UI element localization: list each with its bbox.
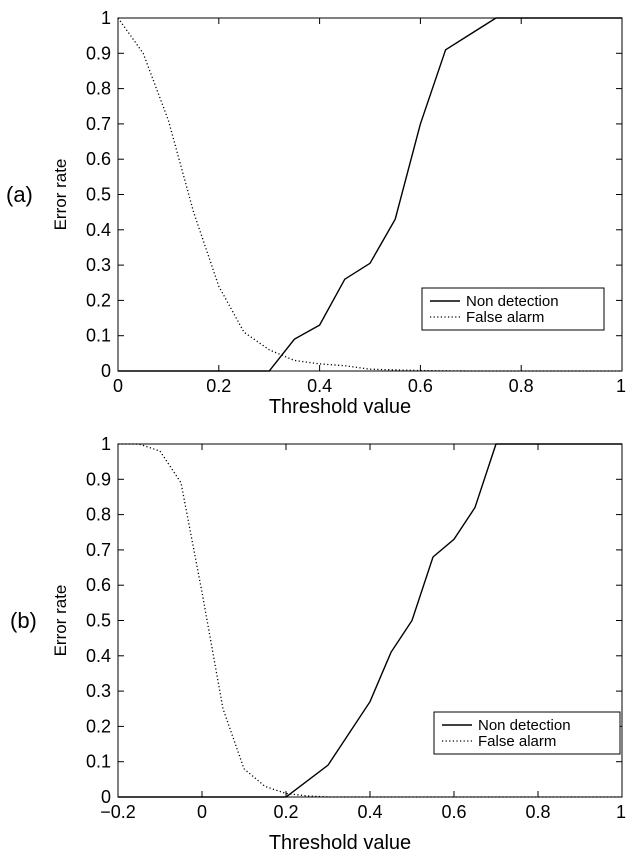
legend-box xyxy=(421,287,605,331)
y-axis-title: Error rate xyxy=(51,585,70,657)
y-tick-label: 0.1 xyxy=(86,326,111,346)
y-tick-label: 0.2 xyxy=(86,290,111,310)
x-tick-label: 0.2 xyxy=(273,802,298,822)
x-tick-label: 1 xyxy=(616,802,626,822)
y-tick-label: 0.9 xyxy=(86,43,111,63)
legend-label: Non detection xyxy=(466,293,559,310)
y-tick-label: 0.6 xyxy=(86,149,111,169)
series-line-false-alarm xyxy=(118,443,622,798)
x-tick-label: 0.2 xyxy=(206,376,231,396)
y-tick-label: 1 xyxy=(101,8,111,28)
chart-panel-b: 00.10.20.30.40.50.60.70.80.91−0.2 0 0.2 0.4… xyxy=(10,434,626,854)
x-tick-label: 0.6 xyxy=(441,802,466,822)
chart-panel-a: 0 0.1 0.2 0.3 0.4 0.5 0.6 0.7 0.8 0.9 1 0 0.2 0.4 0.6 0… xyxy=(6,8,626,418)
y-tick-label: 0.2 xyxy=(86,716,111,736)
y-tick-label: 0.5 xyxy=(86,185,111,205)
y-tick-label: 0.3 xyxy=(86,681,111,701)
x-tick-label: 0.4 xyxy=(307,376,332,396)
series-line-false-alarm xyxy=(117,17,622,372)
legend-label: False alarm xyxy=(466,309,544,326)
y-tick-label: 0.6 xyxy=(86,575,111,595)
y-tick-label: 0 xyxy=(101,361,111,381)
y-tick-label: 0.7 xyxy=(86,540,111,560)
legend-label: Non detection xyxy=(478,717,571,734)
y-tick-label: 0.1 xyxy=(86,752,111,772)
y-tick-label: 0.7 xyxy=(86,114,111,134)
panel-label: (a) xyxy=(6,182,33,207)
x-tick-label: 0.8 xyxy=(525,802,550,822)
x-tick-label: −0.2 xyxy=(100,802,136,822)
y-tick-label: 0 xyxy=(101,787,111,807)
legend-label: False alarm xyxy=(478,733,556,750)
y-tick-label: 0.3 xyxy=(86,255,111,275)
y-tick-label: 0.4 xyxy=(86,646,111,666)
y-tick-label: 0.9 xyxy=(86,469,111,489)
y-axis-title: Error rate xyxy=(51,159,70,231)
x-tick-label: 1 xyxy=(616,376,626,396)
y-tick-label: 0.8 xyxy=(86,505,111,525)
x-axis-title: Threshold value xyxy=(269,396,411,418)
y-tick-label: 0.4 xyxy=(86,220,111,240)
y-tick-label: 0.5 xyxy=(86,611,111,631)
y-tick-label: 0.8 xyxy=(86,79,111,99)
series-line-non-detection xyxy=(118,17,622,372)
x-tick-label: 0 xyxy=(113,376,123,396)
y-tick-label: 1 xyxy=(101,434,111,454)
legend-box xyxy=(433,711,621,755)
x-tick-label: 0 xyxy=(197,802,207,822)
x-tick-label: 0.8 xyxy=(509,376,534,396)
panel-label: (b) xyxy=(10,608,37,633)
x-axis-title: Threshold value xyxy=(269,832,411,854)
x-tick-label: 0.4 xyxy=(357,802,382,822)
series-line-non-detection xyxy=(118,443,622,798)
x-tick-label: 0.6 xyxy=(408,376,433,396)
